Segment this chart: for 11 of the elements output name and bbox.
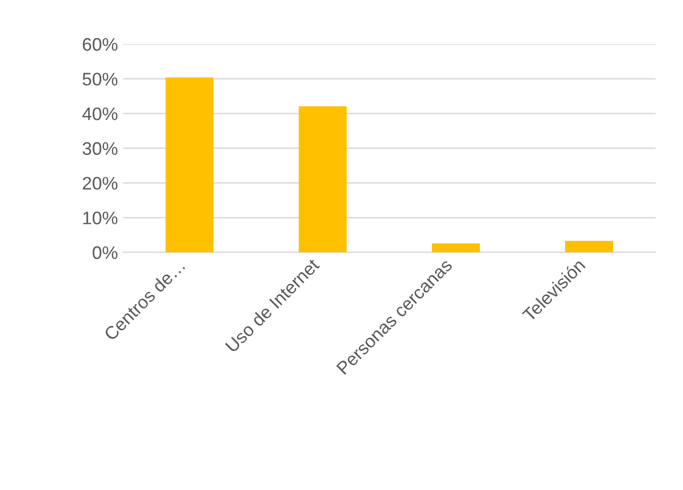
y-tick-label: 0% [92,246,118,260]
y-tick-label: 60% [82,38,118,51]
bar [565,240,614,252]
y-tick-label: 10% [83,212,118,224]
y-tick-label: 30% [82,142,118,155]
bar [166,77,214,252]
y-tick-label: 50% [82,72,118,86]
y-tick-label: 20% [82,176,118,190]
bar [298,106,347,252]
y-tick-label: 40% [82,107,118,120]
bar [432,243,480,252]
